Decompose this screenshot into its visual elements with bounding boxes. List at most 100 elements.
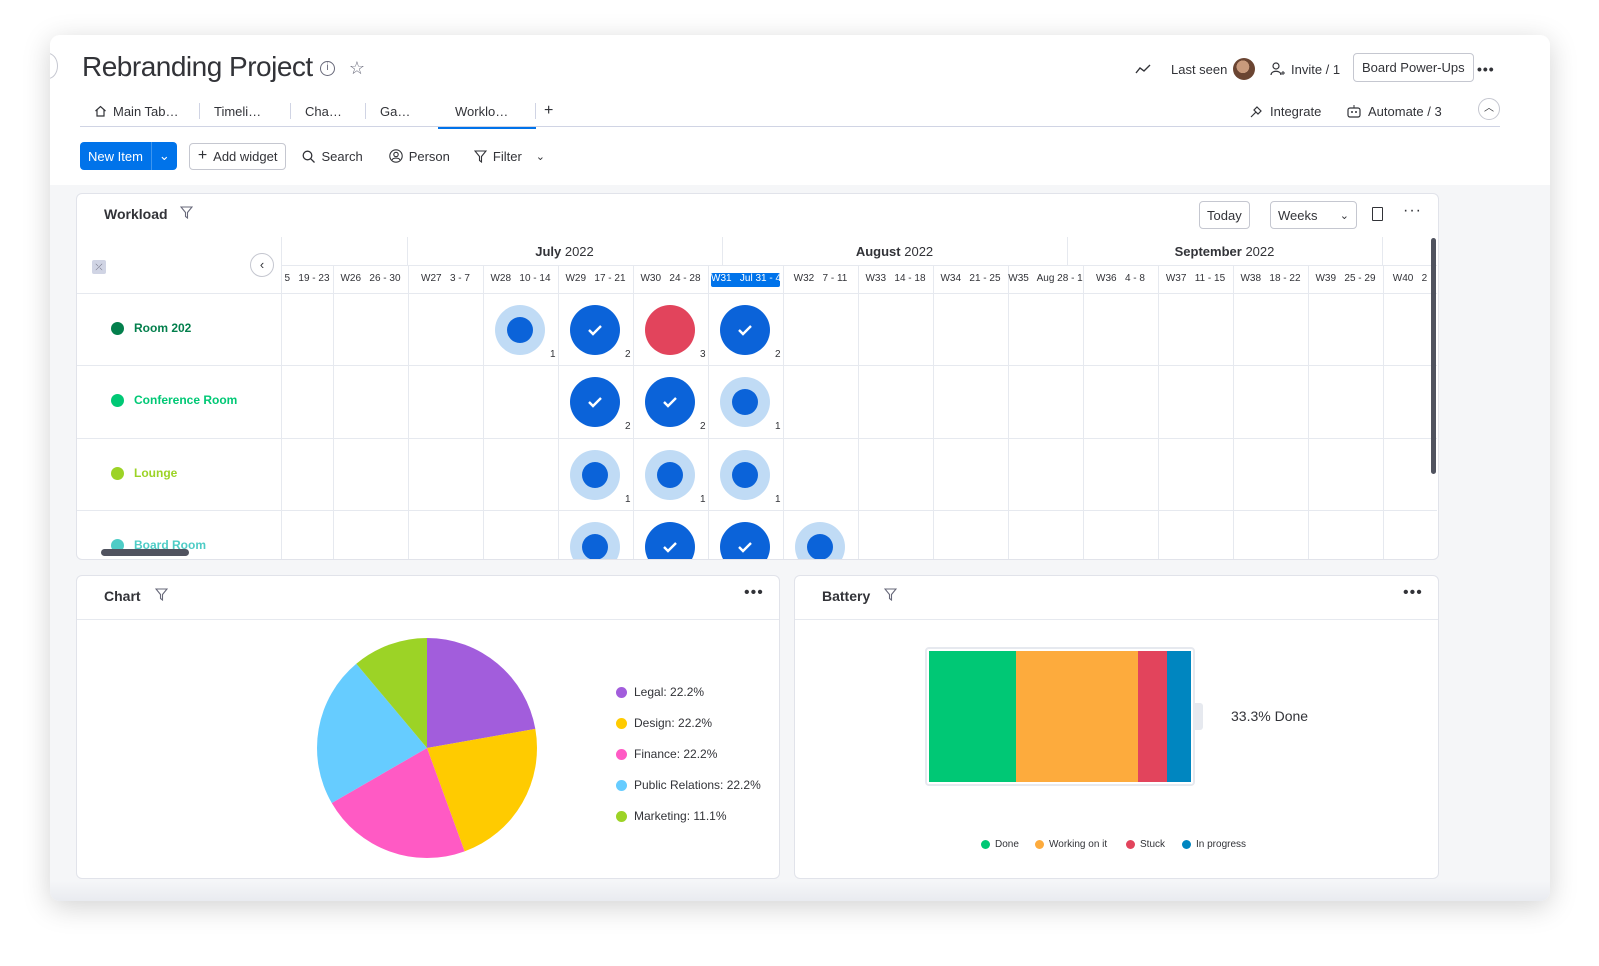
legend-label: In progress	[1196, 839, 1247, 850]
more-options-button[interactable]: •••	[1477, 55, 1495, 83]
star-icon[interactable]: ☆	[348, 58, 366, 78]
room-name: Lounge	[134, 466, 178, 480]
chevron-down-icon[interactable]: ⌄	[535, 150, 545, 163]
bubble-count: 2	[625, 421, 631, 432]
legend-item: In progress	[1182, 839, 1246, 850]
export-icon[interactable]	[1372, 207, 1383, 221]
battery-segment[interactable]	[929, 651, 1017, 782]
chevron-left-icon[interactable]: ‹	[250, 253, 274, 277]
tab-workload[interactable]: Worklo…	[438, 95, 536, 129]
horizontal-scrollbar[interactable]	[101, 549, 189, 556]
collapse-header-button[interactable]: ︿	[1478, 98, 1500, 120]
filter-icon[interactable]	[154, 588, 169, 604]
widget-menu-icon[interactable]: •••	[1403, 584, 1423, 601]
week-label: W34 21 - 25	[940, 273, 1001, 284]
check-icon	[663, 397, 677, 408]
workload-bubble[interactable]	[720, 305, 770, 355]
tab-chart[interactable]: Cha…	[291, 95, 366, 127]
today-label: Today	[1207, 207, 1242, 223]
info-icon[interactable]: i	[320, 61, 335, 76]
legend-item: Marketing: 11.1%	[616, 809, 727, 823]
pie-slice[interactable]	[317, 663, 427, 803]
workload-bubble[interactable]	[720, 450, 770, 500]
pie-slice[interactable]	[331, 748, 465, 858]
person-icon	[388, 149, 403, 163]
check-icon	[588, 397, 602, 408]
legend-label: Marketing: 11.1%	[634, 809, 727, 823]
last-seen-button[interactable]: Last seen	[1171, 55, 1256, 83]
workload-bubble[interactable]	[720, 377, 770, 427]
workload-bubble[interactable]	[570, 522, 620, 559]
add-view-button[interactable]: +	[536, 95, 566, 127]
status-dot	[111, 538, 124, 552]
grid-line	[407, 237, 408, 265]
grid-line	[1008, 265, 1009, 559]
person-filter-button[interactable]: Person	[388, 149, 450, 164]
automate-button[interactable]: Automate / 3	[1346, 97, 1442, 125]
collapse-all-icon[interactable]: ⤫	[92, 260, 106, 274]
tab-timeline[interactable]: Timeli…	[200, 95, 291, 127]
week-label: W26 26 - 30	[340, 273, 401, 284]
widget-menu-icon[interactable]: •••	[744, 584, 764, 601]
pie-slice[interactable]	[356, 638, 427, 748]
sidebar-collapse-handle[interactable]	[50, 53, 58, 79]
grid-line	[408, 265, 409, 559]
pie-slice[interactable]	[427, 728, 537, 852]
chevron-down-icon[interactable]: ⌄	[150, 142, 177, 170]
add-widget-button[interactable]: + Add widget	[188, 142, 287, 170]
vertical-scrollbar[interactable]	[1431, 238, 1436, 474]
workload-bubble[interactable]	[570, 377, 620, 427]
bubble-count: 2	[775, 349, 781, 360]
tab-label: Worklo…	[455, 103, 509, 119]
filter-button[interactable]: Filter ⌄	[473, 148, 545, 164]
weeks-dropdown[interactable]: Weeks ⌄	[1270, 201, 1357, 229]
workload-bubble[interactable]	[570, 305, 620, 355]
search-icon	[303, 150, 316, 163]
search-button[interactable]: Search	[302, 148, 363, 164]
add-widget-label: Add widget	[213, 148, 278, 164]
month-year: 2022	[904, 244, 934, 259]
filter-label: Filter	[492, 148, 522, 164]
tab-gantt[interactable]: Ga…	[366, 95, 438, 127]
battery-tip	[1195, 703, 1203, 730]
check-icon	[588, 325, 602, 336]
tab-label: Main Tab…	[113, 103, 179, 119]
battery-segment[interactable]	[1137, 651, 1167, 782]
grid-line	[77, 365, 1437, 366]
week-label: W36 4 - 8	[1096, 273, 1145, 284]
grid-line	[933, 265, 934, 559]
workload-bubble[interactable]	[645, 450, 695, 500]
widget-menu-icon[interactable]: ···	[1403, 202, 1422, 219]
filter-icon[interactable]	[883, 588, 898, 604]
workload-bubble[interactable]	[645, 377, 695, 427]
filter-icon[interactable]	[179, 206, 194, 222]
new-item-button[interactable]: New Item ⌄	[80, 142, 177, 170]
battery-segment[interactable]	[1166, 651, 1191, 782]
tab-main-table[interactable]: Main Tab…	[80, 95, 200, 127]
search-label: Search	[321, 148, 363, 164]
grid-line	[858, 265, 859, 559]
tab-label: Ga…	[380, 103, 411, 119]
workload-bubble[interactable]	[795, 522, 845, 559]
integrate-button[interactable]: Integrate	[1249, 97, 1321, 125]
workload-bubble[interactable]	[645, 522, 695, 559]
today-button[interactable]: Today	[1199, 201, 1250, 229]
workload-bubble[interactable]	[645, 305, 695, 355]
grid-line	[633, 265, 634, 559]
board-power-ups-button[interactable]: Board Power-Ups	[1353, 52, 1474, 82]
pie-slice[interactable]	[427, 638, 536, 748]
tab-label: Cha…	[305, 103, 342, 119]
invite-button[interactable]: Invite / 1	[1270, 55, 1340, 83]
activity-button[interactable]	[1135, 55, 1151, 83]
workload-bubble[interactable]	[720, 522, 770, 559]
workload-bubble[interactable]	[570, 450, 620, 500]
battery-segment[interactable]	[1016, 651, 1138, 782]
workload-bubble[interactable]	[495, 305, 545, 355]
tabs-divider	[80, 126, 1500, 127]
tab-label: Timeli…	[214, 103, 262, 119]
bubble-count: 1	[700, 494, 706, 505]
legend-dot	[981, 840, 990, 849]
board-window: Rebranding Project i ☆ Last seen Invite …	[50, 35, 1550, 901]
divider	[77, 619, 779, 620]
legend-dot	[616, 748, 627, 760]
